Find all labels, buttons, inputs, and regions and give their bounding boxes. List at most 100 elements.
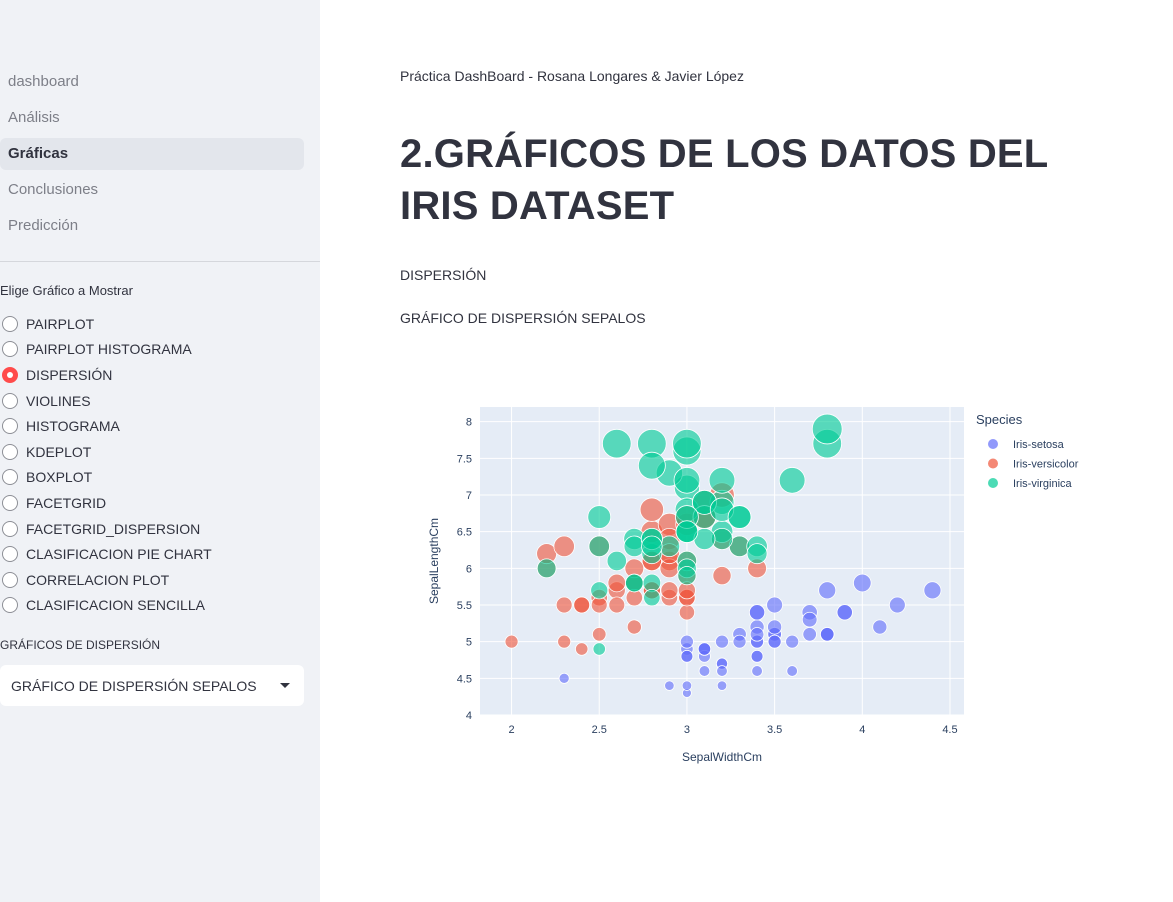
nav-item-graficas[interactable]: Gráficas xyxy=(0,138,304,170)
data-point[interactable] xyxy=(588,535,610,558)
data-point[interactable] xyxy=(675,520,699,543)
radio-option[interactable]: BOXPLOT xyxy=(2,465,212,491)
data-point[interactable] xyxy=(553,535,575,558)
data-point[interactable] xyxy=(678,604,696,621)
scatter-chart[interactable]: 2 2.5 3 3.5 4 4.5 4 4.5 5 5.5 6 6.5 7 7.5 8 SepalWidthC… xyxy=(420,395,1120,775)
radio-option[interactable]: FACETGRID xyxy=(2,490,212,516)
data-point[interactable] xyxy=(558,672,570,684)
data-point[interactable] xyxy=(698,665,711,677)
radio-unchecked-icon[interactable] xyxy=(2,392,18,409)
radio-option[interactable]: KDEPLOT xyxy=(2,439,212,465)
data-point[interactable] xyxy=(818,581,837,600)
data-point[interactable] xyxy=(592,627,607,642)
radio-unchecked-icon[interactable] xyxy=(2,520,18,537)
data-point[interactable] xyxy=(637,451,666,480)
data-point[interactable] xyxy=(819,627,835,642)
data-point[interactable] xyxy=(785,634,800,649)
data-point[interactable] xyxy=(664,680,675,691)
data-point[interactable] xyxy=(872,619,888,635)
data-point[interactable] xyxy=(811,413,843,445)
radio-unchecked-icon[interactable] xyxy=(2,341,18,358)
radio-checked-icon[interactable] xyxy=(2,366,18,383)
data-point[interactable] xyxy=(607,573,627,593)
data-point[interactable] xyxy=(732,634,747,649)
data-point[interactable] xyxy=(677,566,697,586)
radio-option[interactable]: FACETGRID_DISPERSION xyxy=(2,516,212,542)
data-point[interactable] xyxy=(673,467,701,494)
data-point[interactable] xyxy=(608,596,626,614)
data-point[interactable] xyxy=(590,596,608,614)
data-point[interactable] xyxy=(853,573,872,593)
radio-unchecked-icon[interactable] xyxy=(2,597,18,614)
radio-option[interactable]: PAIRPLOT HISTOGRAMA xyxy=(2,337,212,363)
data-point[interactable] xyxy=(778,467,806,494)
data-point[interactable] xyxy=(751,665,763,677)
data-point[interactable] xyxy=(716,665,728,677)
nav-item-prediccion[interactable]: Predicción xyxy=(8,217,79,234)
data-point[interactable] xyxy=(643,588,661,607)
radio-option[interactable]: HISTOGRAMA xyxy=(2,413,212,439)
radio-option[interactable]: VIOLINES xyxy=(2,388,212,414)
data-point[interactable] xyxy=(697,642,712,656)
data-point[interactable] xyxy=(716,680,728,691)
data-point[interactable] xyxy=(749,627,765,642)
data-point[interactable] xyxy=(766,596,783,614)
data-point[interactable] xyxy=(557,634,572,649)
data-point[interactable] xyxy=(923,581,942,600)
data-point[interactable] xyxy=(836,604,853,621)
data-point[interactable] xyxy=(802,627,817,642)
data-point[interactable] xyxy=(888,596,906,614)
radio-unchecked-icon[interactable] xyxy=(2,443,18,460)
nav-item-dashboard[interactable]: dashboard xyxy=(8,73,79,90)
data-point[interactable] xyxy=(573,596,591,614)
data-point[interactable] xyxy=(555,596,573,614)
dispersion-select[interactable]: GRÁFICO DE DISPERSIÓN SEPALOS xyxy=(0,665,304,706)
data-point[interactable] xyxy=(786,665,798,677)
legend-entry[interactable]: Iris-virginica xyxy=(1013,478,1073,490)
data-point[interactable] xyxy=(639,497,665,522)
radio-unchecked-icon[interactable] xyxy=(2,546,18,563)
data-point[interactable] xyxy=(575,642,589,656)
radio-option[interactable]: DISPERSIÓN xyxy=(2,362,212,388)
data-point[interactable] xyxy=(592,642,606,656)
legend-entry[interactable]: Iris-setosa xyxy=(1013,439,1065,451)
y-tick-label: 4.5 xyxy=(457,673,472,685)
data-point[interactable] xyxy=(536,558,557,579)
chevron-down-icon[interactable] xyxy=(280,683,290,688)
data-point[interactable] xyxy=(641,535,663,558)
radio-option[interactable]: CLASIFICACION SENCILLA xyxy=(2,593,212,619)
radio-unchecked-icon[interactable] xyxy=(2,315,18,332)
data-point[interactable] xyxy=(602,428,632,459)
data-point[interactable] xyxy=(625,573,644,593)
legend-entry[interactable]: Iris-versicolor xyxy=(1013,459,1079,471)
data-point[interactable] xyxy=(672,428,702,459)
radio-option[interactable]: CLASIFICACION PIE CHART xyxy=(2,541,212,567)
radio-unchecked-icon[interactable] xyxy=(2,469,18,486)
data-point[interactable] xyxy=(801,611,818,628)
data-point[interactable] xyxy=(679,634,694,649)
data-point[interactable] xyxy=(746,543,768,565)
radio-option[interactable]: PAIRPLOT xyxy=(2,311,212,337)
data-point[interactable] xyxy=(587,505,612,529)
data-point[interactable] xyxy=(708,467,736,494)
data-point[interactable] xyxy=(626,619,642,635)
data-point[interactable] xyxy=(606,550,627,572)
data-point[interactable] xyxy=(767,619,783,635)
nav-item-conclusiones[interactable]: Conclusiones xyxy=(8,181,99,198)
data-point[interactable] xyxy=(748,604,766,621)
data-point[interactable] xyxy=(767,634,782,649)
data-point[interactable] xyxy=(504,634,519,649)
data-point[interactable] xyxy=(660,581,679,600)
radio-unchecked-icon[interactable] xyxy=(2,494,18,511)
data-point[interactable] xyxy=(727,505,752,529)
radio-option[interactable]: CORRELACION PLOT xyxy=(2,567,212,593)
data-point[interactable] xyxy=(715,634,729,649)
data-point[interactable] xyxy=(680,649,694,663)
data-point[interactable] xyxy=(681,680,693,691)
data-point[interactable] xyxy=(750,649,764,663)
radio-unchecked-icon[interactable] xyxy=(2,571,18,588)
radio-unchecked-icon[interactable] xyxy=(2,418,18,435)
nav-item-analisis[interactable]: Análisis xyxy=(8,109,60,126)
data-point[interactable] xyxy=(590,581,609,600)
data-point[interactable] xyxy=(712,566,732,586)
